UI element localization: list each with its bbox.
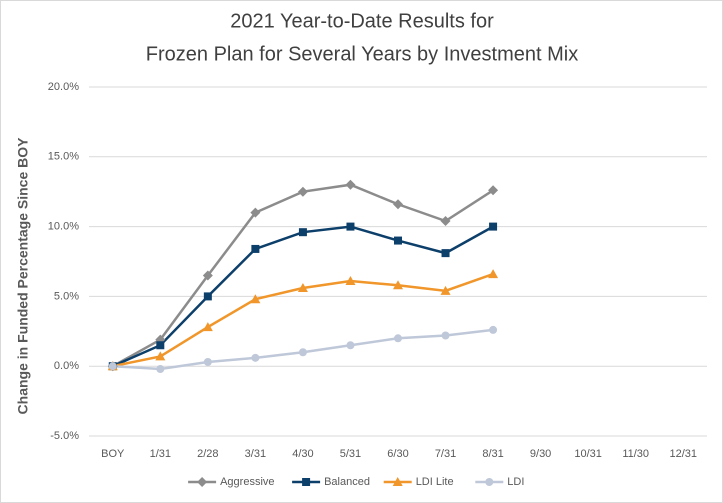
data-point: [441, 331, 450, 340]
data-point: [108, 362, 117, 371]
legend-label: LDI Lite: [416, 476, 454, 488]
x-tick-label: 9/30: [530, 448, 551, 460]
data-point: [393, 199, 403, 210]
x-tick-label: 8/31: [482, 448, 503, 460]
chart-title: Frozen Plan for Several Years by Investm…: [146, 43, 578, 65]
data-point: [297, 186, 308, 197]
x-tick-label: 2/28: [197, 448, 218, 460]
data-point: [251, 244, 260, 253]
y-tick-label: 20.0%: [48, 81, 79, 93]
data-point: [346, 222, 355, 231]
x-tick-label: 5/31: [340, 448, 361, 460]
y-tick-label: 0.0%: [54, 360, 79, 372]
data-point: [156, 341, 165, 350]
data-point: [440, 285, 451, 295]
data-point: [489, 222, 498, 231]
data-point: [250, 207, 261, 218]
data-point: [155, 351, 166, 361]
data-point: [156, 364, 165, 373]
legend-label: LDI: [507, 476, 524, 488]
legend-marker: [485, 478, 494, 486]
data-point: [251, 353, 260, 362]
data-point: [345, 276, 356, 286]
data-point: [394, 334, 402, 343]
x-tick-label: 1/31: [150, 448, 171, 460]
legend-marker: [302, 478, 311, 486]
x-tick-label: 10/31: [574, 448, 602, 460]
y-axis-label: Change in Funded Percentage Since BOY: [15, 137, 31, 415]
legend-marker: [392, 477, 403, 486]
data-point: [394, 236, 402, 245]
data-point: [298, 228, 307, 237]
data-point: [393, 280, 403, 290]
data-point: [441, 249, 450, 258]
chart-title: 2021 Year-to-Date Results for: [230, 10, 494, 32]
data-point: [440, 216, 451, 227]
legend-marker: [197, 477, 208, 487]
x-tick-label: 4/30: [292, 448, 313, 460]
y-tick-label: 15.0%: [48, 151, 79, 163]
data-point: [250, 294, 261, 304]
legend-label: Aggressive: [220, 476, 274, 488]
data-point: [489, 325, 498, 334]
data-point: [297, 283, 308, 293]
x-tick-label: 3/31: [245, 448, 266, 460]
x-tick-label: 7/31: [435, 448, 456, 460]
legend-label: Balanced: [324, 476, 370, 488]
y-tick-label: -5.0%: [50, 430, 79, 442]
data-point: [298, 348, 307, 357]
data-point: [488, 185, 499, 196]
x-tick-label: 12/31: [669, 448, 697, 460]
y-tick-label: 10.0%: [48, 221, 79, 233]
x-tick-label: 6/30: [387, 448, 408, 460]
x-tick-label: 11/30: [622, 448, 649, 460]
data-point: [345, 179, 356, 190]
y-tick-label: 5.0%: [54, 290, 79, 302]
data-point: [488, 269, 499, 279]
data-point: [202, 322, 213, 332]
data-point: [203, 292, 212, 301]
data-point: [202, 270, 213, 281]
x-tick-label: BOY: [101, 448, 125, 460]
data-point: [203, 358, 212, 367]
data-point: [346, 341, 355, 350]
